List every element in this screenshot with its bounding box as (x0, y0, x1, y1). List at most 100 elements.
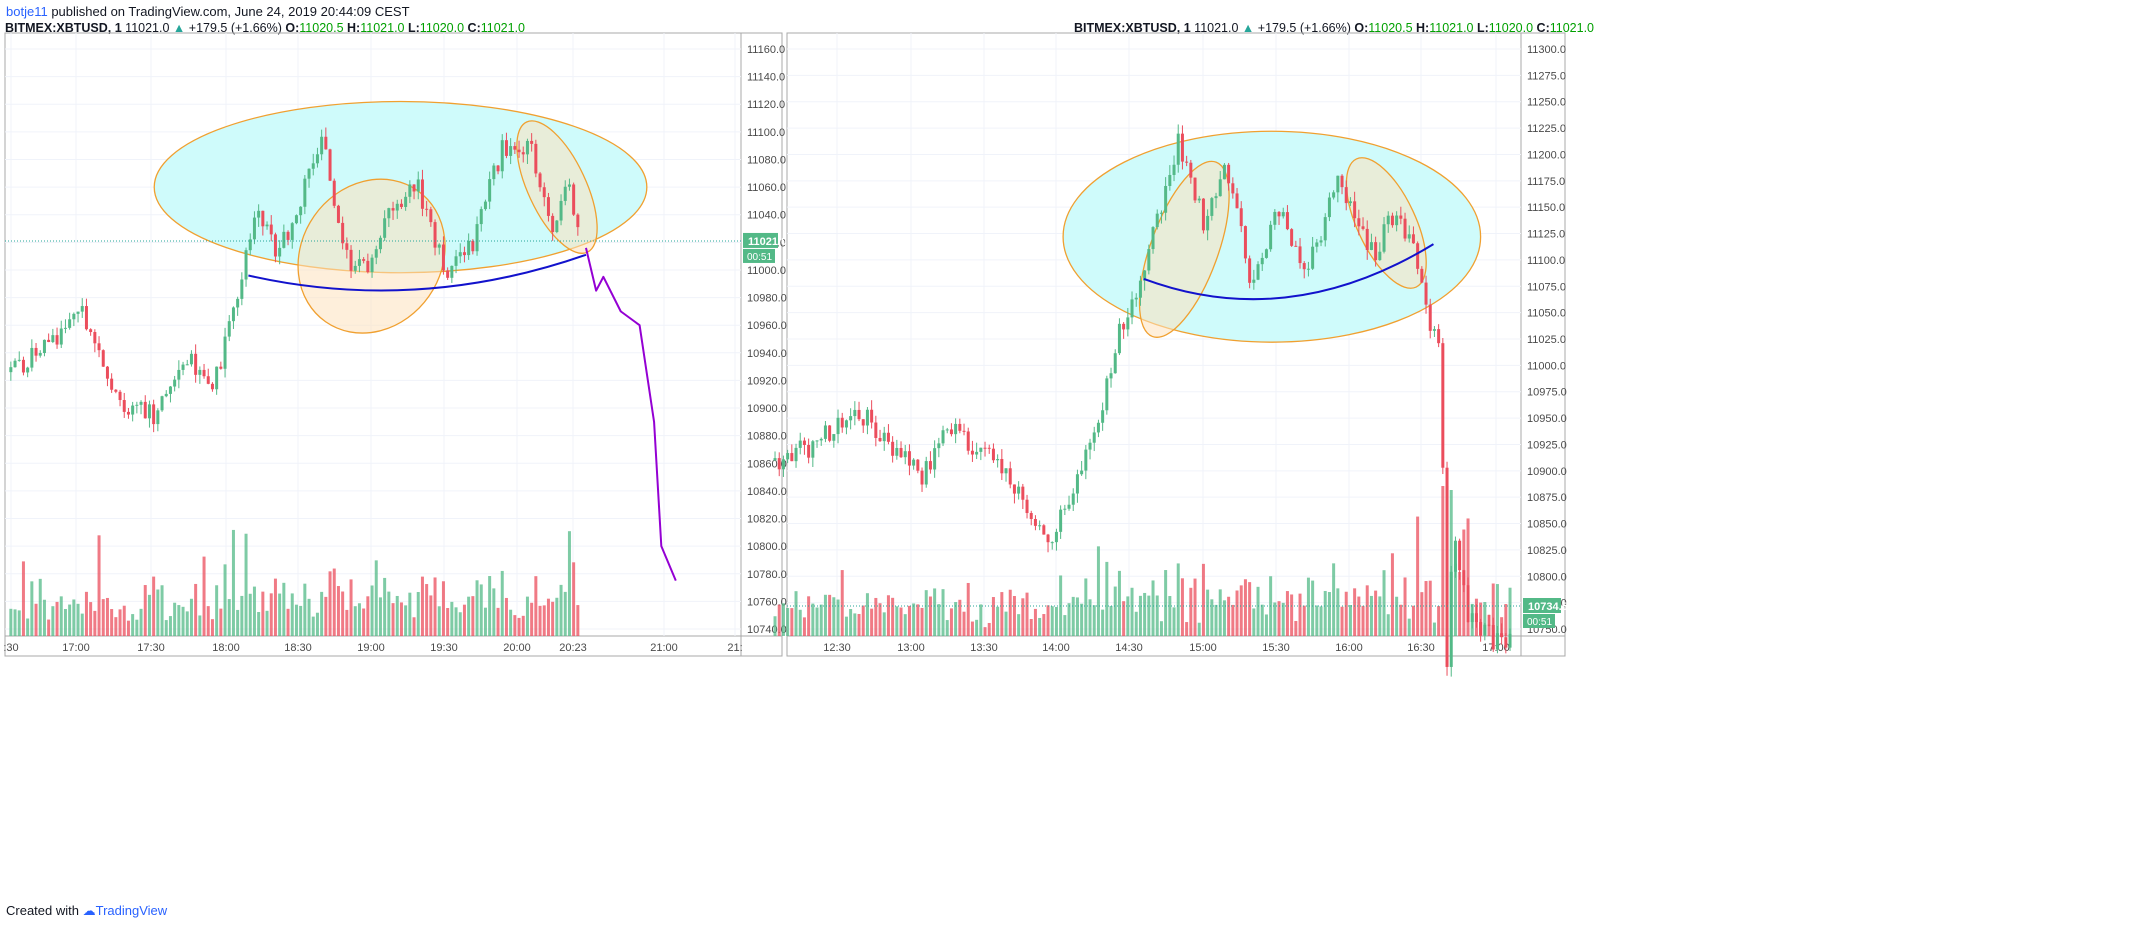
volume-bar (156, 589, 160, 636)
volume-bar (865, 593, 869, 636)
candle-body (1416, 243, 1420, 269)
candle-body (924, 461, 928, 485)
candle-body (551, 215, 555, 233)
volume-bar (1067, 603, 1071, 636)
change-text: +179.5 (+1.66%) (1257, 21, 1351, 35)
candle-body (933, 448, 937, 470)
volume-bar (1227, 596, 1231, 636)
candle-body (949, 429, 953, 435)
volume-bar (21, 561, 25, 636)
candle-body (286, 231, 290, 240)
volume-bar (1403, 577, 1407, 636)
candle-body (1340, 175, 1344, 188)
candle-body (1164, 185, 1168, 213)
tradingview-logo-icon[interactable]: ☁ (82, 903, 96, 918)
volume-bar (492, 588, 496, 636)
candle-body (1096, 422, 1100, 433)
candle-body (496, 165, 500, 172)
candle-body (1059, 509, 1063, 532)
candle-body (1361, 226, 1365, 229)
countdown-box (743, 248, 775, 263)
y-tick-label: 10825.0 (1527, 545, 1567, 557)
candle-body (353, 265, 357, 271)
candle-body (294, 215, 298, 224)
candle-body (1390, 215, 1394, 226)
volume-bar (399, 602, 403, 636)
volume-bar (425, 584, 429, 636)
candle-body (84, 306, 88, 330)
y-tick-label: 11160.0 (747, 44, 785, 56)
volume-bar (836, 599, 840, 636)
candle-body (341, 222, 345, 244)
candle-body (1294, 245, 1298, 247)
candle-body (1151, 227, 1155, 250)
volume-bar (525, 596, 529, 636)
volume-bar (567, 531, 571, 636)
x-tick-label: 21: (727, 642, 742, 654)
countdown-box (1523, 614, 1555, 628)
candle-body (798, 440, 802, 448)
volume-bar (177, 605, 181, 636)
volume-bar (227, 599, 231, 636)
candle-body (1306, 268, 1310, 270)
volume-bar (286, 608, 290, 636)
volume-bar (1185, 622, 1189, 636)
candle-body (1248, 258, 1252, 283)
candle-body (17, 359, 21, 361)
volume-bar (1369, 595, 1373, 636)
candle-body (844, 420, 848, 428)
volume-bar (1378, 596, 1382, 636)
volume-bar (76, 603, 80, 636)
volume-bar (1109, 605, 1113, 636)
volume-bar (928, 596, 932, 636)
candle-body (118, 391, 122, 401)
volume-bar (1311, 580, 1315, 636)
candle-body (1458, 540, 1462, 571)
candle-body (1327, 197, 1331, 218)
volume-bar (1130, 587, 1134, 636)
candle-body (1130, 299, 1134, 318)
candle-body (1067, 504, 1071, 509)
candle-body (987, 447, 991, 449)
candle-body (387, 208, 391, 219)
volume-bar (786, 608, 790, 636)
candle-body (1046, 534, 1050, 543)
candle-body (227, 321, 231, 337)
volume-bar (315, 612, 319, 636)
y-tick-label: 11150.0 (1527, 202, 1565, 214)
volume-bar (962, 611, 966, 636)
tradingview-brand[interactable]: TradingView (95, 903, 168, 918)
volume-bar (387, 591, 391, 636)
candle-body (1298, 246, 1302, 264)
candle-body (790, 453, 794, 462)
candle-body (1508, 633, 1512, 648)
candle-body (937, 443, 941, 449)
volume-bar (1033, 608, 1037, 636)
x-tick-label: 18:30 (284, 642, 312, 654)
author-link[interactable]: botje11 (6, 4, 48, 19)
candle-body (928, 461, 932, 470)
candle-body (454, 256, 458, 266)
volume-bar (1365, 585, 1369, 636)
candle-body (1491, 625, 1495, 650)
candle-body (198, 369, 202, 375)
volume-bar (1008, 589, 1012, 636)
x-tick-label: 18:00 (212, 642, 240, 654)
volume-bar (1382, 570, 1386, 636)
volume-bar (479, 584, 483, 636)
candle-body (773, 458, 777, 461)
volume-bar (1080, 603, 1084, 636)
candle-body (1453, 540, 1457, 572)
x-tick-label: :30 (3, 642, 18, 654)
volume-bar (1197, 622, 1201, 636)
volume-bar (429, 595, 433, 636)
close-value: 11021.0 (1549, 21, 1595, 35)
volume-bar (395, 595, 399, 636)
volume-bar (975, 619, 979, 636)
legend-right: BITMEX:XBTUSD, 1 11021.0 ▲ +179.5 (+1.66… (1074, 21, 1595, 35)
candle-body (299, 206, 303, 216)
volume-bar (1239, 585, 1243, 636)
volume-bar (1432, 622, 1436, 636)
volume-bar (1487, 614, 1491, 636)
